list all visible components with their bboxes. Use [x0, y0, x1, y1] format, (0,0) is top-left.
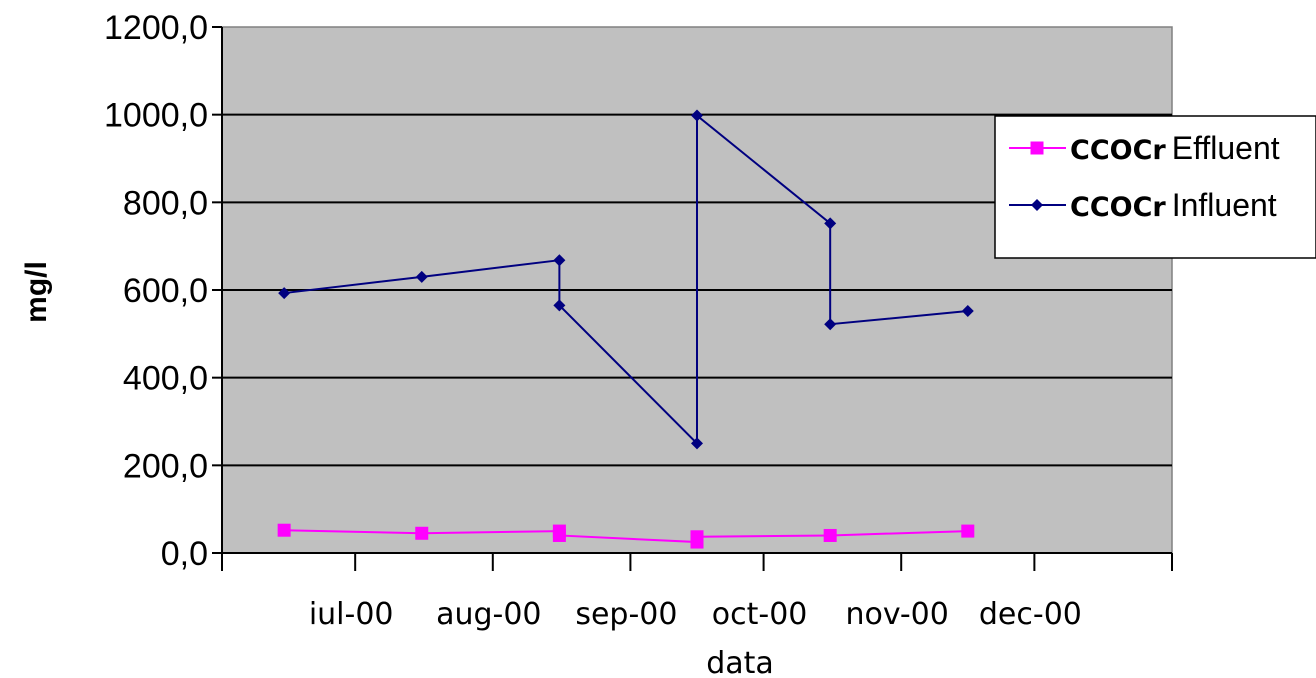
y-tick-label: 200,0 [123, 447, 208, 485]
x-tick-label: dec-00 [979, 597, 1082, 632]
point-square [690, 530, 704, 544]
point-square [1030, 141, 1044, 155]
point-diamond [961, 305, 974, 318]
x-axis-title: data [706, 646, 774, 678]
point-diamond [691, 109, 703, 122]
point-diamond [415, 270, 428, 283]
legend-label: CCOCr Effluent [1070, 130, 1280, 166]
x-tick-label: sep-00 [575, 597, 677, 632]
point-diamond [824, 217, 837, 230]
legend: CCOCr Effluent CCOCr Influent [994, 115, 1316, 259]
y-tick-labels: 0,0 200,0 400,0 600,0 800,0 1000,0 1200,0 [104, 9, 208, 573]
point-square [415, 526, 429, 540]
point-diamond [278, 287, 291, 300]
point-diamond [824, 318, 837, 331]
y-tick-label: 600,0 [123, 272, 208, 310]
x-tick-label: aug-00 [436, 597, 541, 632]
x-tick-label: oct-00 [712, 597, 808, 632]
x-tick-label: nov-00 [846, 597, 949, 632]
y-tick-label: 400,0 [123, 360, 208, 398]
point-diamond [1031, 199, 1043, 211]
y-tick-label: 1000,0 [104, 97, 208, 135]
y-tick-label: 1200,0 [104, 9, 208, 47]
y-tick-label: 0,0 [161, 535, 208, 573]
point-square [961, 524, 975, 538]
y-axis-title: mg/l [20, 261, 53, 323]
y-tick-label: 800,0 [123, 184, 208, 222]
point-diamond [553, 299, 566, 312]
point-square [277, 523, 291, 537]
point-square [823, 528, 837, 542]
point-diamond [553, 254, 566, 267]
legend-label: CCOCr Influent [1070, 187, 1277, 223]
legend-entries: CCOCr Effluent CCOCr Influent [1009, 130, 1280, 223]
point-diamond [691, 437, 703, 450]
legend-box [994, 115, 1316, 259]
x-tick-labels: iul-00 aug-00 sep-00 oct-00 nov-00 dec-00 [309, 597, 1082, 632]
x-tick-label: iul-00 [309, 597, 394, 632]
axes [212, 26, 1173, 571]
series-line [284, 529, 968, 544]
point-square [552, 528, 566, 542]
series-markers [277, 109, 975, 549]
